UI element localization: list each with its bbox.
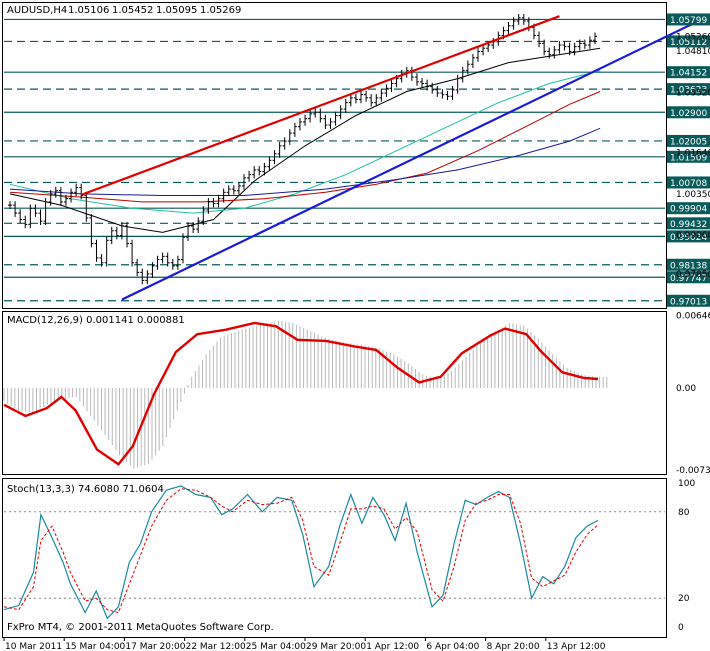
macd-title: MACD(12,26,9) 0.001141 0.000881 xyxy=(7,315,185,326)
price-ohlc-close: 1.05269 xyxy=(200,5,241,16)
level-label-bg xyxy=(667,202,710,215)
stoch-tick-label: 80 xyxy=(678,508,690,518)
level-label-bg xyxy=(667,217,710,230)
price-tick-label: 1.00350 xyxy=(676,190,710,200)
axis-labels: 1.05799 1.05112 1.04152 1.03623 1.02900 1.020… xyxy=(3,13,710,651)
level-label: 0.99024 xyxy=(670,233,707,243)
level-label-bg xyxy=(667,134,710,147)
time-tick-label: 10 Mar 2011 xyxy=(5,642,62,651)
macd-tick-label: 0.00 xyxy=(676,384,696,394)
price-ohlc-high: 1.05452 xyxy=(112,5,153,16)
price-tick-label: 1.01640 xyxy=(676,149,710,159)
trendline-blue-support xyxy=(121,18,703,301)
price-tick-label: 1.04810 xyxy=(676,47,710,57)
macd-tick-label: -0.00734 xyxy=(676,466,710,476)
level-label-bg xyxy=(667,176,710,189)
price-tick-label: 1.03520 xyxy=(676,88,710,98)
macd-signal-line xyxy=(3,321,599,466)
time-tick-label: 15 Mar 04:00 xyxy=(65,642,125,651)
level-label: 1.01509 xyxy=(670,153,707,163)
level-label-bg xyxy=(667,13,710,26)
stoch-title: Stoch(13,3,3) 74.6080 71.0604 xyxy=(7,484,164,495)
level-label-bg xyxy=(667,106,710,119)
level-label-bg xyxy=(667,83,710,96)
level-label: 1.03623 xyxy=(670,86,707,96)
macd-tick-label: 0.00646 xyxy=(676,312,710,322)
time-tick-label: 22 Mar 12:00 xyxy=(186,642,246,651)
level-label-bg xyxy=(667,150,710,163)
time-tick-label: 13 Apr 12:00 xyxy=(547,642,606,651)
current-price-label: 1.05269 xyxy=(676,32,710,42)
level-label: 1.05112 xyxy=(670,38,707,48)
moving-average-line xyxy=(9,70,601,214)
price-panel xyxy=(2,2,667,309)
level-label: 0.99432 xyxy=(670,220,707,230)
macd-plot xyxy=(3,320,608,469)
level-label: 1.04152 xyxy=(670,69,707,79)
level-label-bg xyxy=(667,258,710,271)
level-label-bg xyxy=(667,230,710,243)
level-label: 0.98138 xyxy=(670,261,707,271)
stoch-plot xyxy=(3,485,665,620)
level-label: 0.99904 xyxy=(670,205,707,215)
stoch-tick-label: 20 xyxy=(678,594,690,604)
time-tick-label: 29 Mar 20:00 xyxy=(306,642,366,651)
level-label: 1.05799 xyxy=(670,16,707,26)
price-tick-label: 0.97850 xyxy=(676,270,710,280)
level-label-bg xyxy=(667,294,710,307)
trendline-red-resistance xyxy=(80,15,560,196)
copyright-text: FxPro MT4, © 2001-2011 MetaQuotes Softwa… xyxy=(7,622,274,633)
time-tick-label: 25 Mar 04:00 xyxy=(246,642,306,651)
level-label: 1.02005 xyxy=(670,137,707,147)
level-label: 1.00708 xyxy=(670,179,707,189)
stoch-tick-label: 0 xyxy=(678,623,684,633)
level-label: 0.97747 xyxy=(670,274,707,284)
macd-panel xyxy=(2,311,667,475)
stoch-panel xyxy=(2,478,667,638)
time-tick-label: 17 Mar 20:00 xyxy=(125,642,185,651)
price-ohlc-open: 1.05106 xyxy=(68,5,109,16)
price-ohlc-low: 1.05095 xyxy=(156,5,197,16)
time-tick-label: 6 Apr 04:00 xyxy=(426,642,479,651)
level-label-bg xyxy=(667,35,710,48)
stoch-tick-label: 100 xyxy=(678,479,695,489)
level-label: 0.97013 xyxy=(670,297,707,307)
time-tick-label: 8 Apr 20:00 xyxy=(487,642,540,651)
stoch-signal-line xyxy=(3,488,599,614)
stoch-main-line xyxy=(3,485,599,620)
level-label-bg xyxy=(667,271,710,284)
price-tick-label: 0.99060 xyxy=(676,231,710,241)
price-plot xyxy=(4,13,703,302)
time-tick-label: 1 Apr 12:00 xyxy=(366,642,419,651)
price-title: AUDUSD,H4 xyxy=(7,5,67,16)
level-label: 1.02900 xyxy=(670,109,707,119)
level-label-bg xyxy=(667,66,710,79)
